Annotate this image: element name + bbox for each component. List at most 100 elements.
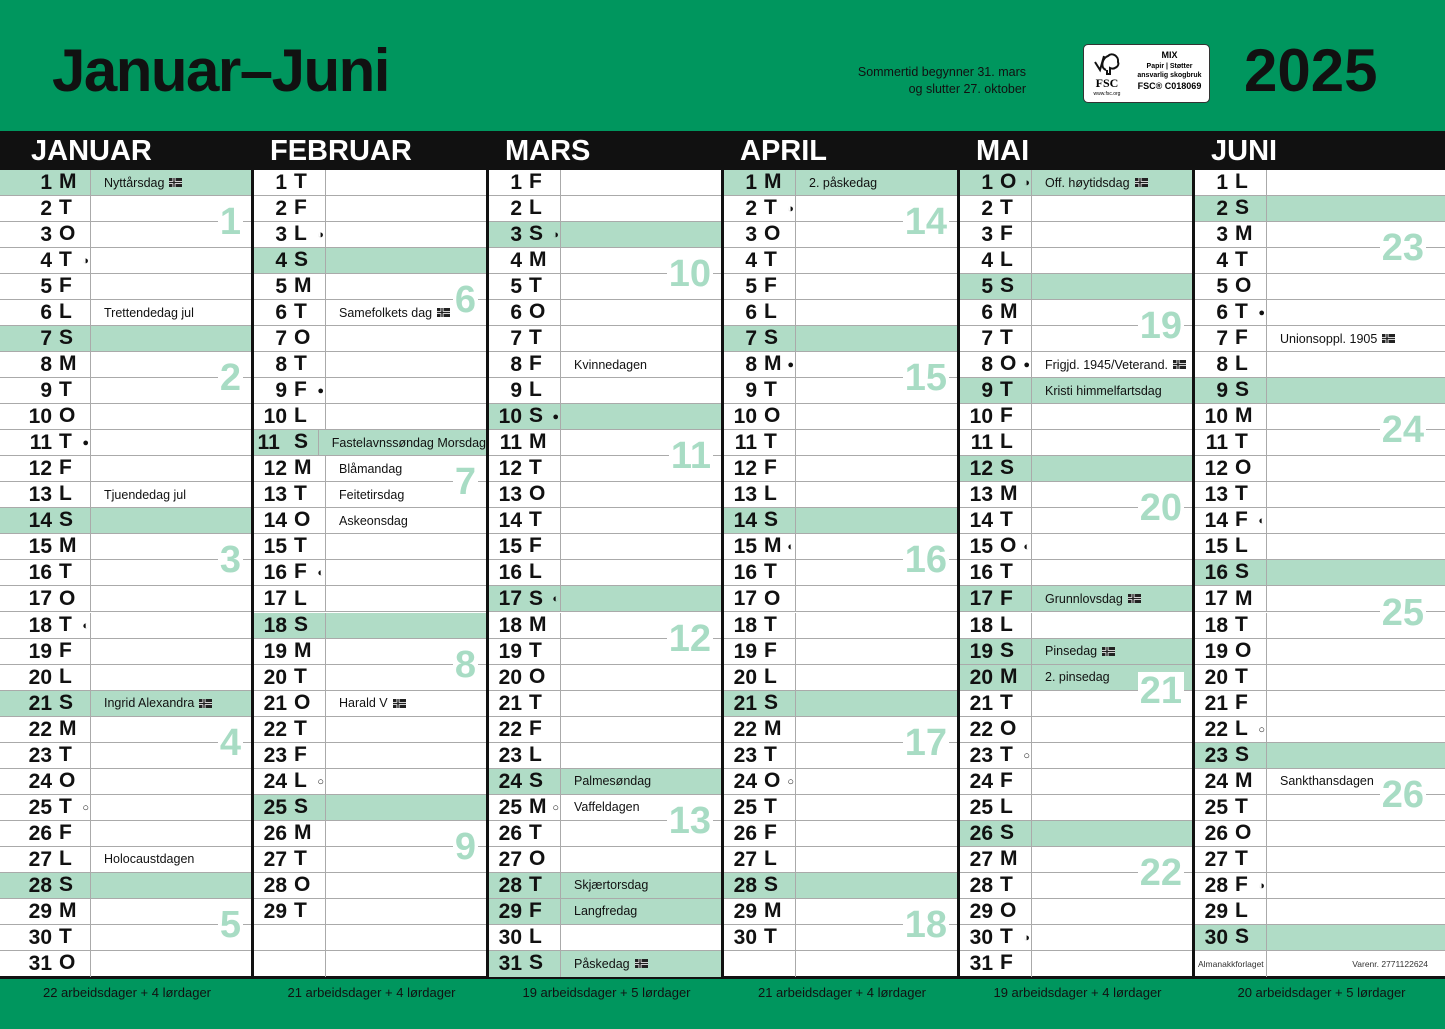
day-number: 24 (1204, 769, 1228, 793)
day-row: 15 (254, 534, 486, 561)
header: Januar–Juni Sommertid begynner 31. mars … (0, 0, 1445, 131)
day-row: 2 ◑ (724, 196, 957, 223)
date-cell: 27 (489, 846, 561, 872)
date-cell: 14 (254, 508, 326, 534)
month-name: MARS (489, 131, 721, 170)
day-row: 28 (0, 872, 251, 899)
date-cell: 18 (489, 612, 561, 638)
day-row: 21 (1195, 690, 1445, 717)
day-row: 15 ◐ (724, 534, 957, 561)
day-row: 18 (960, 612, 1192, 639)
note-cell: Ingrid Alexandra (91, 691, 213, 716)
day-row: 19 (254, 638, 486, 665)
day-number: 21 (263, 691, 287, 715)
date-cell: 3 (1195, 222, 1267, 248)
day-row: 8 Kvinnedagen (489, 352, 721, 379)
day-number: 7 (981, 327, 993, 351)
note-cell (561, 196, 574, 221)
day-number: 21 (969, 691, 993, 715)
note-cell (1267, 222, 1280, 247)
holiday-label: Askeonsdag (339, 513, 408, 528)
day-row: 17 (254, 586, 486, 613)
date-cell: 20 (1195, 664, 1267, 690)
day-row (724, 950, 957, 977)
day-row: 29 (0, 898, 251, 925)
day-number: 19 (733, 639, 757, 663)
date-cell: 20 (724, 664, 796, 690)
day-row: 29 (724, 898, 957, 925)
day-row: 11 (489, 430, 721, 457)
date-cell: 22 (0, 716, 91, 742)
note-cell (91, 274, 104, 299)
note-cell (91, 196, 104, 221)
week-number: 25 (1379, 591, 1426, 634)
date-cell: 9 (0, 378, 91, 404)
date-cell: 21 (1195, 690, 1267, 716)
note-cell (1032, 743, 1045, 768)
day-number: 29 (1204, 899, 1228, 923)
workdays-summary: 19 arbeidsdager + 5 lørdager (522, 985, 691, 1000)
day-number: 3 (1216, 223, 1228, 247)
day-number: 22 (733, 717, 757, 741)
day-row: 11 (960, 430, 1192, 457)
note-cell (796, 717, 809, 742)
date-cell: 8 (254, 352, 326, 378)
day-number: 3 (510, 223, 522, 247)
workdays-summary: 21 arbeidsdager + 4 lørdager (757, 985, 927, 1000)
day-row: Almanakkforlaget Varenr. 2771122624 (1195, 950, 1445, 977)
moon-first-icon: ◑ (787, 203, 794, 216)
day-number: 23 (498, 743, 522, 767)
week-number: 13 (666, 799, 713, 842)
date-cell: 30 (724, 924, 796, 950)
date-cell: 27 (254, 846, 326, 872)
date-cell: 10 (254, 404, 326, 430)
date-cell: 2 (489, 196, 561, 222)
day-number: 3 (745, 223, 757, 247)
date-cell: 27 (724, 846, 796, 872)
day-number: 20 (28, 665, 52, 689)
date-cell: 4 (1195, 248, 1267, 274)
date-cell: 24 (489, 768, 561, 794)
week-number: 11 (668, 435, 713, 478)
note-cell (796, 743, 809, 768)
date-cell: 6 (489, 300, 561, 326)
day-row: 27 (254, 846, 486, 873)
day-row: 3 (0, 222, 251, 249)
day-number: 22 (28, 717, 52, 741)
day-number: 27 (969, 847, 993, 871)
date-cell: 30 (1195, 924, 1267, 950)
note-cell (796, 196, 809, 221)
day-number: 11 (734, 431, 757, 455)
day-row: 27 (724, 846, 957, 873)
date-cell: 6 (0, 300, 91, 326)
month-column-mai: MAI 1 ◑ Off. høytidsdag 2 3 4 5 6 7 8 ● Frigjd. 1945… (960, 131, 1195, 979)
date-cell: 12 (960, 456, 1032, 482)
moon-first-icon: ◑ (1023, 931, 1030, 944)
day-row: 14 (0, 508, 251, 535)
day-row: 16 (1195, 560, 1445, 587)
dst-line-1: Sommertid begynner 31. mars (857, 65, 1026, 79)
moon-new-icon: ● (317, 385, 324, 398)
week-number: 26 (1379, 773, 1426, 816)
date-cell: 15 (0, 534, 91, 560)
date-cell: 9 (724, 378, 796, 404)
day-row: 30 ◑ (960, 924, 1192, 951)
date-cell: 23 (489, 742, 561, 768)
day-row: 16 ◐ (254, 560, 486, 587)
note-cell (796, 821, 809, 846)
day-number: 22 (1204, 717, 1228, 741)
holiday-label: Pinsedag (1045, 644, 1098, 659)
day-row: 24 (0, 768, 251, 795)
day-row: 27 Holocaustdagen (0, 846, 251, 873)
note-cell (1032, 300, 1045, 325)
day-number: 7 (275, 327, 287, 351)
day-number: 23 (969, 743, 993, 767)
date-cell: 23 (724, 742, 796, 768)
day-number: 1 (981, 171, 993, 194)
holiday-label: Nyttårsdag (104, 175, 165, 190)
note-cell (1032, 821, 1045, 846)
date-cell: 4 (489, 248, 561, 274)
day-row: 9 (489, 378, 721, 405)
day-row: 5 (0, 274, 251, 301)
moon-first-icon: ◑ (552, 229, 559, 242)
